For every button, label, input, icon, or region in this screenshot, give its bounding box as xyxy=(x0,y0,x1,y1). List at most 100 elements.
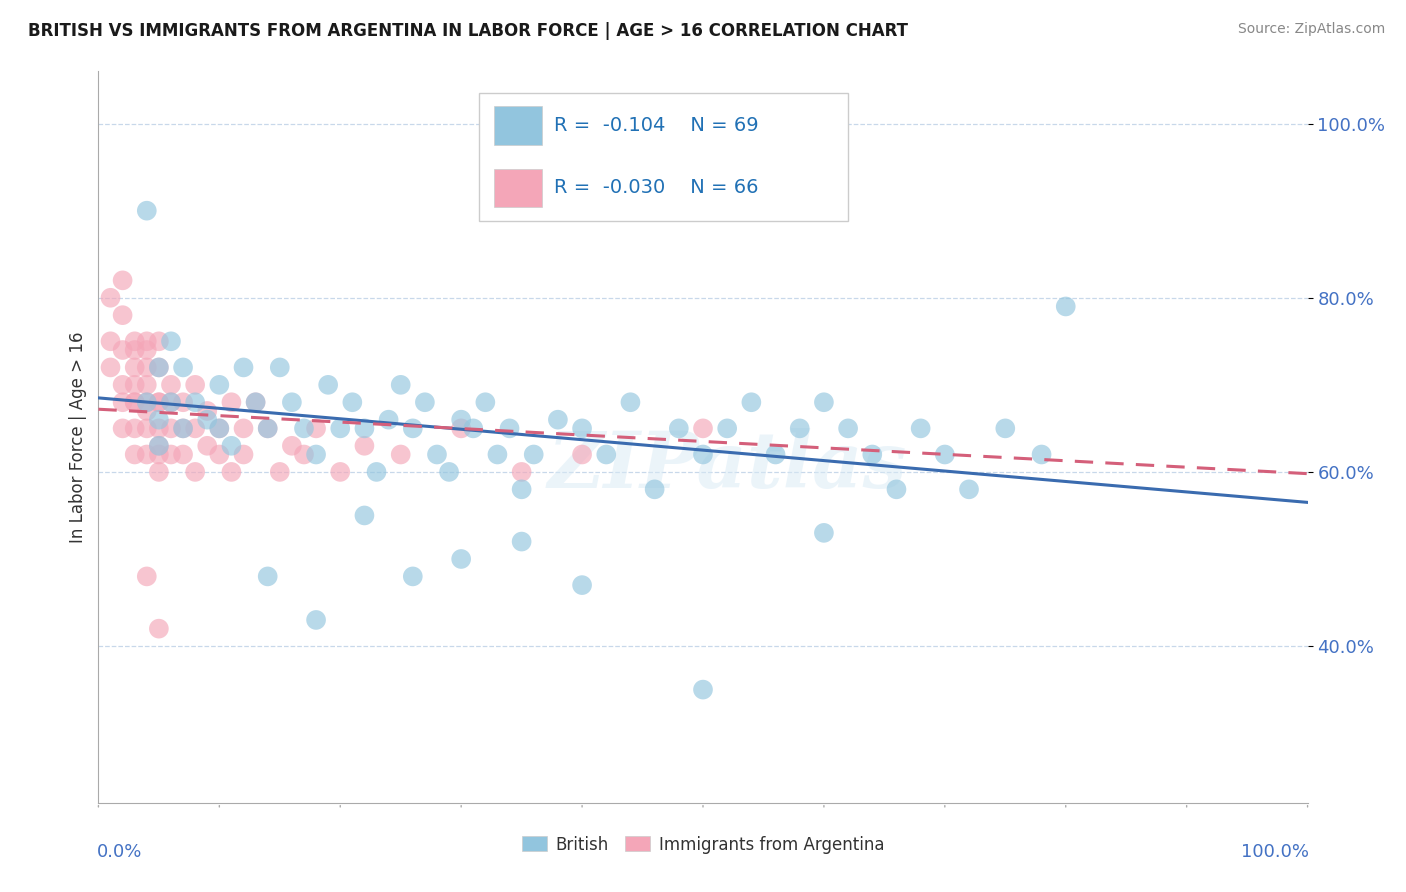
Text: BRITISH VS IMMIGRANTS FROM ARGENTINA IN LABOR FORCE | AGE > 16 CORRELATION CHART: BRITISH VS IMMIGRANTS FROM ARGENTINA IN … xyxy=(28,22,908,40)
Point xyxy=(195,404,218,418)
Point xyxy=(160,395,183,409)
Text: 0.0%: 0.0% xyxy=(97,843,142,861)
Point xyxy=(135,203,157,218)
Point xyxy=(245,395,267,409)
Point xyxy=(474,395,496,409)
Point xyxy=(208,421,231,435)
Point xyxy=(571,448,593,462)
Point xyxy=(366,465,388,479)
Point xyxy=(571,421,593,435)
Point xyxy=(837,421,859,435)
Point xyxy=(172,448,194,462)
Point xyxy=(184,395,207,409)
Point xyxy=(256,421,278,435)
Point xyxy=(860,448,883,462)
Point xyxy=(329,465,352,479)
Point xyxy=(342,395,364,409)
Point xyxy=(571,578,593,592)
Point xyxy=(195,439,218,453)
Point xyxy=(100,360,122,375)
Point xyxy=(413,395,436,409)
Point xyxy=(160,334,183,349)
Point xyxy=(100,291,122,305)
Point xyxy=(135,421,157,435)
Point xyxy=(813,395,835,409)
Point xyxy=(124,377,146,392)
Point xyxy=(148,439,170,453)
Point xyxy=(148,622,170,636)
Point xyxy=(135,377,157,392)
FancyBboxPatch shape xyxy=(494,106,543,145)
Text: R =  -0.104    N = 69: R = -0.104 N = 69 xyxy=(554,116,759,135)
Point xyxy=(124,448,146,462)
Point xyxy=(124,360,146,375)
Point xyxy=(510,465,533,479)
Point xyxy=(124,395,146,409)
Point xyxy=(486,448,509,462)
Point xyxy=(135,334,157,349)
Point xyxy=(305,448,328,462)
Point xyxy=(510,534,533,549)
Point xyxy=(111,395,134,409)
Point xyxy=(281,439,304,453)
Point xyxy=(498,421,520,435)
Point xyxy=(135,395,157,409)
Point xyxy=(148,421,170,435)
Point xyxy=(124,421,146,435)
Point xyxy=(957,483,980,497)
Point xyxy=(316,377,339,392)
Point xyxy=(256,569,278,583)
FancyBboxPatch shape xyxy=(494,169,543,207)
Point xyxy=(353,421,375,435)
Point xyxy=(305,421,328,435)
Point xyxy=(232,360,254,375)
Y-axis label: In Labor Force | Age > 16: In Labor Force | Age > 16 xyxy=(69,331,87,543)
Point xyxy=(111,343,134,357)
Point xyxy=(789,421,811,435)
Point xyxy=(184,465,207,479)
Point xyxy=(148,439,170,453)
Legend: British, Immigrants from Argentina: British, Immigrants from Argentina xyxy=(515,829,891,860)
Point xyxy=(208,421,231,435)
Point xyxy=(692,682,714,697)
Point xyxy=(547,412,569,426)
Point xyxy=(100,334,122,349)
Point xyxy=(111,273,134,287)
Point xyxy=(281,395,304,409)
Point xyxy=(886,483,908,497)
Point xyxy=(160,377,183,392)
Point xyxy=(232,448,254,462)
Text: 100.0%: 100.0% xyxy=(1240,843,1309,861)
Point xyxy=(450,421,472,435)
Point xyxy=(124,395,146,409)
Point xyxy=(389,448,412,462)
Point xyxy=(172,395,194,409)
Point xyxy=(172,421,194,435)
Point xyxy=(692,421,714,435)
Text: R =  -0.030    N = 66: R = -0.030 N = 66 xyxy=(554,178,759,197)
Point xyxy=(221,465,243,479)
Point xyxy=(135,343,157,357)
Point xyxy=(353,508,375,523)
Point xyxy=(148,395,170,409)
Point xyxy=(813,525,835,540)
Point xyxy=(160,421,183,435)
Point xyxy=(740,395,762,409)
Point xyxy=(135,404,157,418)
Point xyxy=(172,421,194,435)
Point xyxy=(172,360,194,375)
Point xyxy=(994,421,1017,435)
Point xyxy=(221,439,243,453)
Point xyxy=(595,448,617,462)
Point xyxy=(148,360,170,375)
Point xyxy=(184,421,207,435)
Point xyxy=(269,360,291,375)
Point xyxy=(402,421,425,435)
Point xyxy=(232,421,254,435)
Point xyxy=(450,552,472,566)
Point xyxy=(934,448,956,462)
Text: ZIPatlas: ZIPatlas xyxy=(547,428,907,505)
Point xyxy=(426,448,449,462)
Point xyxy=(245,395,267,409)
Point xyxy=(402,569,425,583)
